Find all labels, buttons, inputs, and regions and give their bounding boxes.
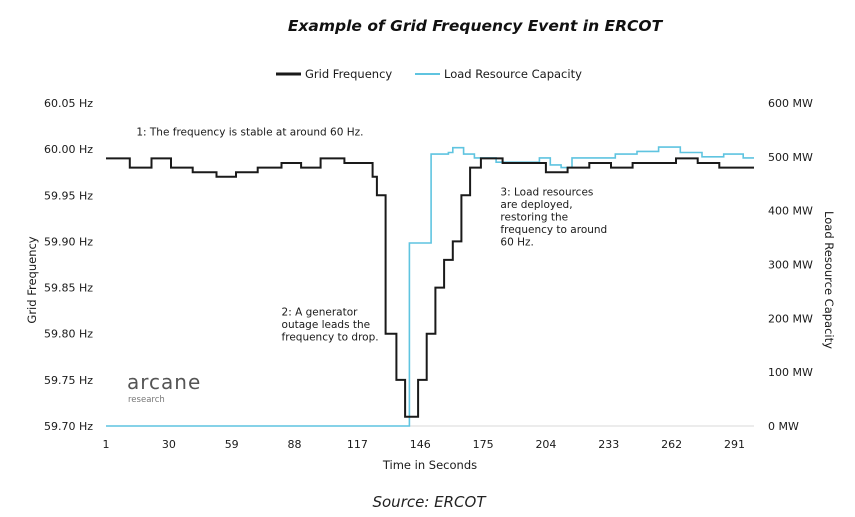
annotation-text: restoring the — [500, 211, 568, 223]
y-axis-title-right: Load Resource Capacity — [822, 211, 836, 349]
annotations: 1: The frequency is stable at around 60 … — [136, 126, 607, 343]
chart-title: Example of Grid Frequency Event in ERCOT — [288, 17, 664, 35]
x-tick-label: 1 — [103, 438, 110, 451]
x-tick-label: 59 — [225, 438, 239, 451]
x-axis-ticks: 1 30 59 88 117 146 175 204 233 262 291 — [103, 438, 745, 451]
annotation-text: outage leads the — [282, 319, 371, 331]
x-tick-label: 30 — [162, 438, 176, 451]
y-tick-label-left: 59.75 Hz — [44, 374, 93, 387]
y-tick-label-left: 59.80 Hz — [44, 328, 93, 341]
y-tick-label-right: 600 MW — [768, 97, 813, 110]
y-tick-label-right: 400 MW — [768, 205, 813, 218]
x-tick-label: 88 — [288, 438, 302, 451]
series-layer — [106, 146, 754, 427]
annotation-text: 2: A generator — [282, 306, 359, 318]
y-tick-label-right: 100 MW — [768, 366, 813, 379]
series-line-grid-frequency — [106, 157, 754, 418]
y-tick-label-left: 59.90 Hz — [44, 235, 93, 248]
y-tick-label-right: 200 MW — [768, 312, 813, 325]
y-axis-right-ticks: 600 MW 500 MW 400 MW 300 MW 200 MW 100 MW 0 MW — [768, 97, 813, 433]
x-axis-title: Time in Seconds — [382, 458, 477, 472]
legend: Grid Frequency Load Resource Capacity — [276, 67, 582, 81]
logo-subtitle: research — [128, 395, 165, 405]
y-tick-label-right: 0 MW — [768, 420, 799, 433]
source-note: Source: ERCOT — [372, 493, 487, 511]
x-tick-label: 117 — [347, 438, 368, 451]
y-tick-label-left: 59.70 Hz — [44, 420, 93, 433]
legend-label-load-resource-capacity: Load Resource Capacity — [444, 67, 582, 81]
annotation-text: are deployed, — [500, 199, 572, 211]
x-tick-label: 291 — [724, 438, 745, 451]
annotation-text: 3: Load resources — [500, 186, 593, 198]
y-tick-label-left: 60.05 Hz — [44, 97, 93, 110]
y-tick-label-left: 59.95 Hz — [44, 189, 93, 202]
y-tick-label-left: 60.00 Hz — [44, 143, 93, 156]
y-axis-left-ticks: 60.05 Hz 60.00 Hz 59.95 Hz 59.90 Hz 59.85 Hz… — [44, 97, 93, 433]
x-tick-label: 146 — [410, 438, 431, 451]
x-tick-label: 204 — [535, 438, 556, 451]
annotation-text: 1: The frequency is stable at around 60 … — [136, 126, 363, 138]
y-tick-label-right: 300 MW — [768, 259, 813, 272]
y-tick-label-right: 500 MW — [768, 151, 813, 164]
x-tick-label: 175 — [473, 438, 494, 451]
y-axis-title-left: Grid Frequency — [25, 236, 39, 323]
x-tick-label: 233 — [598, 438, 619, 451]
annotation-text: 60 Hz. — [500, 236, 533, 248]
legend-label-grid-frequency: Grid Frequency — [305, 67, 392, 81]
arcane-logo: arcane research — [127, 370, 201, 405]
logo-wordmark: arcane — [127, 370, 201, 394]
series-line-load-resource-capacity — [106, 146, 754, 427]
annotation-text: frequency to around — [500, 224, 607, 236]
x-tick-label: 262 — [661, 438, 682, 451]
annotation-text: frequency to drop. — [282, 331, 379, 343]
y-tick-label-left: 59.85 Hz — [44, 282, 93, 295]
